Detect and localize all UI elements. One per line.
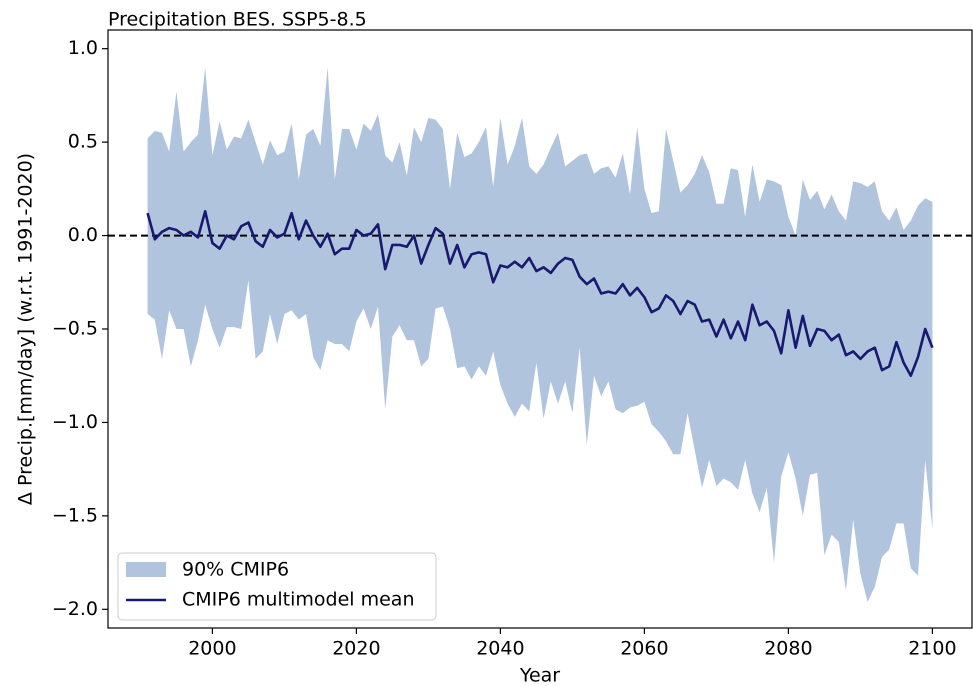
y-tick-label: −2.0 [52,598,98,620]
x-tick-label: 2000 [188,638,236,660]
legend-label: 90% CMIP6 [182,559,289,581]
y-tick-label: −1.5 [52,504,98,526]
y-tick-label: 0.0 [68,224,98,246]
legend-frame [117,552,437,621]
mean-line [146,209,934,378]
x-axis-label: Year [519,665,560,686]
y-tick-label: −0.5 [52,318,98,340]
legend-swatch [126,562,166,577]
chart-title: Precipitation BES. SSP5-8.5 [108,9,367,31]
x-tick-label: 2040 [476,638,524,660]
legend: 90% CMIP6 CMIP6 multimodel mean [117,552,437,621]
y-tick-label: 0.5 [68,131,98,153]
legend-label: CMIP6 multimodel mean [182,589,415,611]
y-axis-label: Δ Precip.[mm/day] (w.r.t. 1991-2020) [15,153,37,505]
y-tick-label: 1.0 [68,37,98,59]
band-area [147,67,933,602]
x-tick-label: 2020 [332,638,380,660]
x-tick-label: 2080 [764,638,812,660]
y-tick-label: −1.0 [52,411,98,433]
x-tick-label: 2060 [620,638,668,660]
x-tick-label: 2100 [908,638,956,660]
